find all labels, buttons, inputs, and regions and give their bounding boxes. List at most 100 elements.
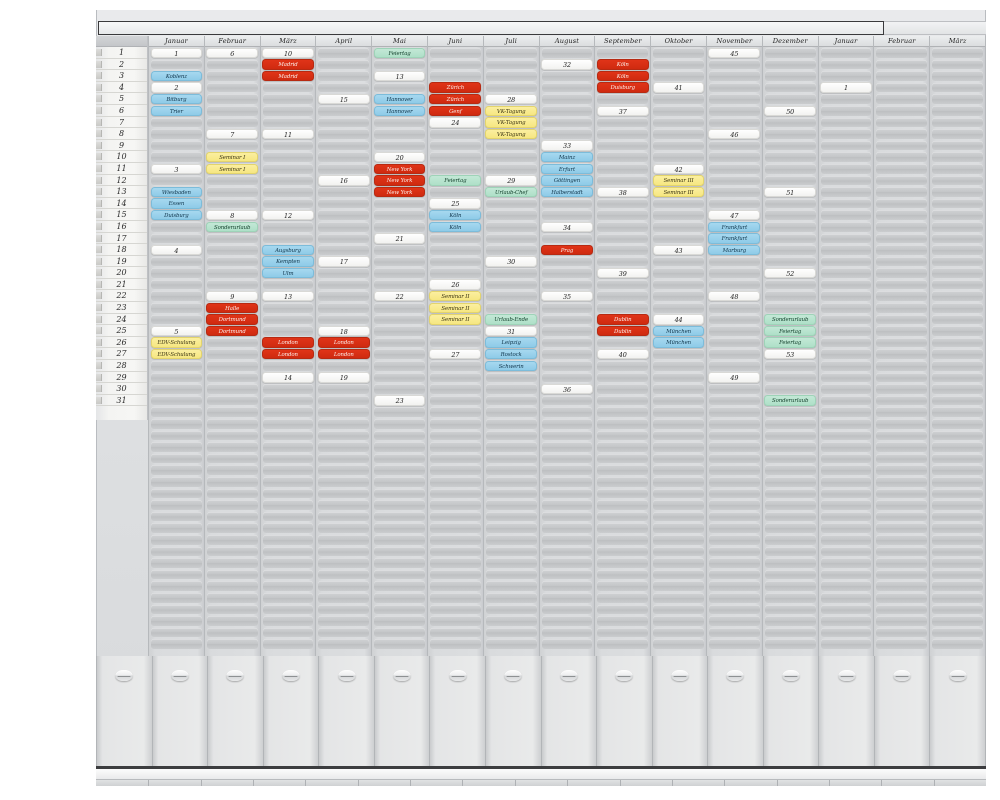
panel-thumb-handle-icon[interactable] [726, 670, 744, 681]
planning-card[interactable]: Köln [429, 221, 482, 232]
slot[interactable] [763, 615, 818, 627]
slot[interactable] [484, 534, 539, 546]
slot[interactable] [149, 372, 204, 384]
slot[interactable] [707, 325, 762, 337]
slot[interactable] [707, 151, 762, 163]
slot[interactable] [205, 441, 260, 453]
slot[interactable]: 43 [651, 244, 706, 256]
slot[interactable] [651, 302, 706, 314]
slot[interactable]: Dortmund [205, 314, 260, 326]
slot[interactable] [428, 534, 483, 546]
slot[interactable] [372, 604, 427, 616]
slot[interactable]: Seminar III [651, 186, 706, 198]
slot[interactable] [595, 627, 650, 639]
slot[interactable] [595, 406, 650, 418]
slot[interactable] [819, 348, 874, 360]
slot[interactable] [149, 59, 204, 71]
slot[interactable] [316, 615, 371, 627]
planning-card[interactable]: Hannover [373, 105, 426, 116]
slot[interactable]: Halberstadt [540, 186, 595, 198]
slot[interactable]: 35 [540, 290, 595, 302]
slot[interactable] [428, 244, 483, 256]
slot[interactable] [874, 534, 929, 546]
slot[interactable] [651, 128, 706, 140]
slot[interactable] [261, 151, 316, 163]
slot[interactable] [261, 627, 316, 639]
planning-card[interactable]: 7 [206, 128, 259, 140]
slot[interactable] [540, 348, 595, 360]
slot[interactable] [874, 128, 929, 140]
slot[interactable] [261, 93, 316, 105]
slot[interactable] [763, 290, 818, 302]
slot[interactable]: Seminar I [205, 163, 260, 175]
slot[interactable] [651, 592, 706, 604]
slot[interactable] [540, 430, 595, 442]
slot[interactable] [707, 499, 762, 511]
slot[interactable] [372, 511, 427, 523]
column-panel[interactable] [708, 656, 764, 768]
slot[interactable] [205, 337, 260, 349]
slot[interactable] [874, 279, 929, 291]
slot[interactable] [651, 615, 706, 627]
slot[interactable] [763, 128, 818, 140]
planning-card[interactable]: Zürich [429, 82, 482, 93]
slot[interactable]: 20 [372, 151, 427, 163]
planning-card[interactable]: Seminar III [652, 175, 705, 186]
slot[interactable] [484, 604, 539, 616]
slot[interactable] [205, 82, 260, 94]
slot[interactable]: München [651, 325, 706, 337]
slot[interactable] [372, 337, 427, 349]
slot[interactable] [595, 488, 650, 500]
panel-thumb-handle-icon[interactable] [782, 670, 800, 681]
slot[interactable] [707, 59, 762, 71]
slot[interactable] [595, 163, 650, 175]
slot[interactable] [428, 395, 483, 407]
planning-card[interactable]: 15 [317, 93, 370, 105]
slot[interactable] [205, 70, 260, 82]
slot[interactable] [651, 59, 706, 71]
slot[interactable] [484, 383, 539, 395]
slot[interactable] [372, 140, 427, 152]
slot[interactable]: 23 [372, 395, 427, 407]
slot[interactable] [874, 488, 929, 500]
slot[interactable] [540, 314, 595, 326]
slot[interactable]: Seminar I [205, 151, 260, 163]
slot[interactable] [874, 267, 929, 279]
planning-card[interactable]: München [652, 337, 705, 348]
column-panel[interactable] [874, 656, 931, 768]
slot[interactable] [819, 476, 874, 488]
slot[interactable] [261, 580, 316, 592]
planning-card[interactable]: Frankfurt [708, 221, 761, 232]
slot[interactable] [316, 499, 371, 511]
slot[interactable] [316, 279, 371, 291]
slot[interactable] [540, 128, 595, 140]
slot[interactable] [149, 430, 204, 442]
slot[interactable] [595, 175, 650, 187]
slot[interactable]: 7 [205, 128, 260, 140]
slot[interactable] [484, 569, 539, 581]
slot[interactable] [428, 580, 483, 592]
planning-card[interactable]: Dortmund [206, 325, 259, 337]
slot[interactable] [484, 151, 539, 163]
slot[interactable] [372, 418, 427, 430]
slot[interactable]: Frankfurt [707, 221, 762, 233]
slot[interactable]: Köln [595, 70, 650, 82]
planning-card[interactable]: 37 [596, 105, 649, 116]
slot[interactable] [316, 221, 371, 233]
planning-card[interactable]: 44 [652, 314, 705, 325]
slot[interactable] [651, 499, 706, 511]
slot[interactable] [372, 59, 427, 71]
slot[interactable] [819, 569, 874, 581]
slot[interactable] [707, 105, 762, 117]
slot[interactable] [707, 418, 762, 430]
slot[interactable] [874, 163, 929, 175]
slot[interactable] [595, 476, 650, 488]
slot[interactable] [595, 383, 650, 395]
slot[interactable] [316, 627, 371, 639]
slot[interactable] [930, 82, 985, 94]
planning-card[interactable]: Göttingen [541, 175, 593, 186]
slot[interactable] [707, 383, 762, 395]
planning-card[interactable]: 20 [373, 151, 426, 163]
slot[interactable] [316, 151, 371, 163]
slot[interactable] [651, 488, 706, 500]
